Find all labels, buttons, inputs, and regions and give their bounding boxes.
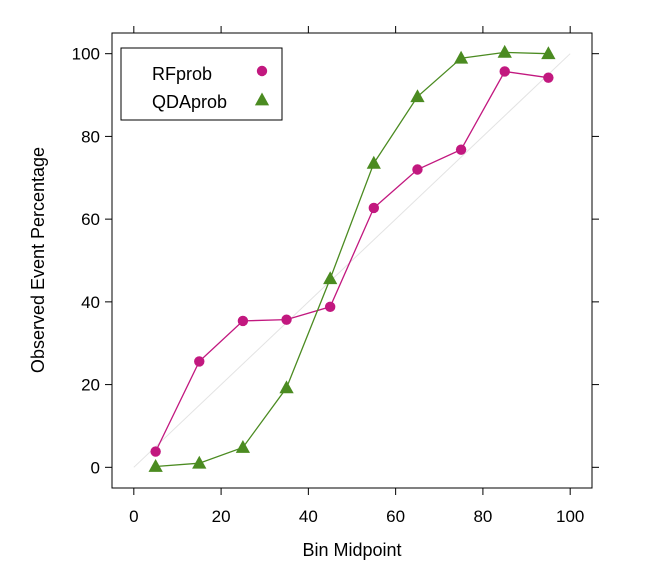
- data-point-rfprob: [499, 66, 510, 77]
- legend-box: [120, 47, 283, 121]
- series-line-qdaprob: [155, 51, 549, 468]
- data-point-qdaprob: [454, 50, 469, 64]
- x-tick-label: 20: [212, 507, 231, 526]
- legend-label-rfprob: RFprob: [152, 64, 212, 84]
- data-point-qdaprob: [541, 46, 556, 60]
- legend-markers: [254, 65, 270, 106]
- data-point-rfprob: [368, 202, 380, 214]
- data-point-qdaprob: [279, 380, 294, 394]
- y-tick-label: 0: [91, 458, 100, 477]
- data-point-qdaprob: [497, 44, 512, 58]
- reference-line-layer: [133, 53, 571, 468]
- data-point-rfprob: [194, 356, 205, 367]
- plot-frame: [111, 32, 593, 489]
- data-point-rfprob: [455, 144, 467, 155]
- data-point-qdaprob: [323, 271, 338, 285]
- y-tick-label: 100: [72, 45, 100, 64]
- data-point-rfprob: [150, 446, 161, 457]
- y-tick-label: 60: [81, 210, 100, 229]
- x-axis: 0 20 40 60 80 100: [129, 26, 584, 526]
- y-tick-label: 20: [81, 376, 100, 395]
- data-point-rfprob: [237, 315, 249, 327]
- x-tick-label: 100: [556, 507, 584, 526]
- data-point-qdaprob: [148, 459, 163, 472]
- data-point-rfprob: [543, 72, 554, 83]
- x-tick-label: 0: [129, 507, 138, 526]
- series-line-rfprob: [155, 70, 549, 452]
- y-tick-label: 80: [81, 127, 100, 146]
- legend-marker-qdaprob: [254, 92, 270, 106]
- data-point-rfprob: [412, 164, 423, 175]
- data-point-qdaprob: [410, 89, 425, 103]
- data-point-rfprob: [324, 301, 336, 313]
- legend-marker-rfprob: [256, 65, 268, 77]
- legend-label-qdaprob: QDAprob: [152, 92, 227, 112]
- x-tick-label: 80: [473, 507, 492, 526]
- x-axis-title: Bin Midpoint: [302, 540, 401, 560]
- reference-diagonal-line: [133, 53, 571, 468]
- y-tick-label: 40: [81, 293, 100, 312]
- legend: RFprob QDAprob: [120, 47, 283, 121]
- x-tick-label: 40: [299, 507, 318, 526]
- data-point-qdaprob: [235, 440, 250, 453]
- data-point-qdaprob: [192, 455, 207, 469]
- data-point-rfprob: [281, 314, 292, 325]
- y-axis: 0 20 40 60 80 100: [72, 45, 599, 477]
- series-layer: [148, 44, 556, 472]
- data-point-qdaprob: [366, 155, 381, 169]
- y-axis-title: Observed Event Percentage: [28, 147, 48, 373]
- x-tick-label: 60: [386, 507, 405, 526]
